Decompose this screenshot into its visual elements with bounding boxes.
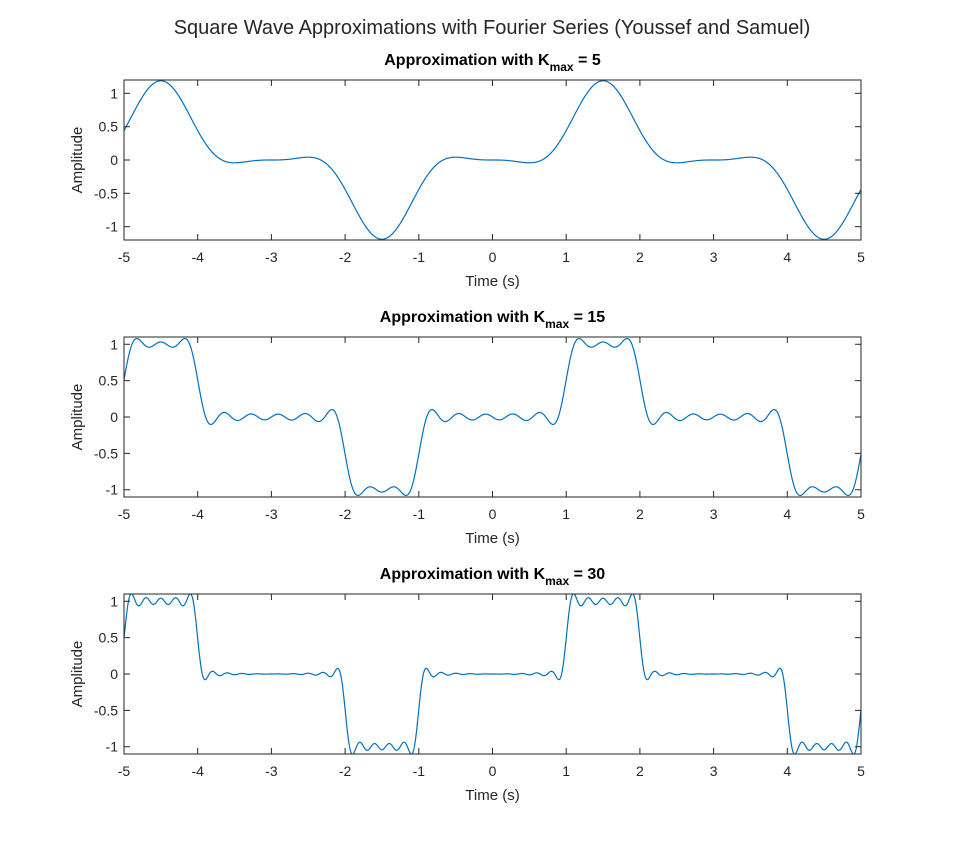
x-tick-label: -3 (265, 506, 278, 522)
x-axis-label: Time (s) (465, 530, 519, 547)
series-line (124, 337, 861, 497)
y-axis-label: Amplitude (69, 127, 86, 194)
x-tick-label: 3 (710, 763, 718, 779)
y-tick-label: -0.5 (94, 445, 118, 461)
subplot-2: -5 -4 -3 -2 -1 0 1 2 3 4 5 -1 -0.5 0 0.5 1 Approximation… (69, 309, 865, 547)
x-tick-label: 4 (783, 763, 791, 779)
x-axis-label: Time (s) (465, 273, 519, 290)
x-tick-label: 2 (636, 763, 644, 779)
x-tick-label: 2 (636, 506, 644, 522)
y-tick-label: 0.5 (99, 119, 119, 135)
y-tick-label: -0.5 (94, 702, 118, 718)
y-tick-label: 0.5 (99, 373, 119, 389)
y-axis-label: Amplitude (69, 384, 86, 451)
x-tick-label: 0 (489, 763, 497, 779)
x-tick-label: 4 (783, 249, 791, 265)
x-tick-label: -4 (191, 763, 204, 779)
x-tick-label: -5 (118, 506, 131, 522)
x-tick-label: 5 (857, 249, 865, 265)
x-tick-label: -1 (413, 249, 426, 265)
y-tick-label: 0.5 (99, 630, 119, 646)
x-tick-label: 1 (562, 506, 570, 522)
x-tick-label: -3 (265, 249, 278, 265)
subplots: -5 -4 -3 -2 -1 0 1 2 3 4 5 -1 -0.5 0 0.5 1 Approximation… (69, 52, 865, 804)
x-tick-label: 0 (489, 506, 497, 522)
y-tick-label: 0 (110, 409, 118, 425)
x-tick-label: 2 (636, 249, 644, 265)
x-tick-label: -1 (413, 763, 426, 779)
x-tick-label: 1 (562, 763, 570, 779)
x-tick-label: -2 (339, 763, 352, 779)
subplot-3: -5 -4 -3 -2 -1 0 1 2 3 4 5 -1 -0.5 0 0.5 1 Approximation… (69, 566, 865, 804)
y-tick-label: 0 (110, 666, 118, 682)
x-tick-label: -5 (118, 249, 131, 265)
x-tick-label: -2 (339, 249, 352, 265)
y-tick-label: 1 (110, 336, 118, 352)
x-tick-label: 5 (857, 763, 865, 779)
x-tick-label: 3 (710, 506, 718, 522)
x-tick-label: -3 (265, 763, 278, 779)
x-tick-label: 5 (857, 506, 865, 522)
y-tick-label: -1 (106, 739, 119, 755)
y-tick-label: 1 (110, 85, 118, 101)
x-tick-label: 0 (489, 249, 497, 265)
subplot-title: Approximation with Kmax = 15 (380, 309, 605, 331)
y-tick-label: -1 (106, 219, 119, 235)
x-tick-label: -2 (339, 506, 352, 522)
x-tick-label: 3 (710, 249, 718, 265)
y-tick-label: -0.5 (94, 185, 118, 201)
x-tick-label: -4 (191, 249, 204, 265)
x-tick-label: 1 (562, 249, 570, 265)
subplot-1: -5 -4 -3 -2 -1 0 1 2 3 4 5 -1 -0.5 0 0.5 1 Approximation… (69, 52, 865, 290)
series-line (124, 80, 861, 240)
y-axis-label: Amplitude (69, 641, 86, 708)
x-tick-label: -5 (118, 763, 131, 779)
y-tick-label: -1 (106, 482, 119, 498)
x-tick-label: 4 (783, 506, 791, 522)
x-tick-label: -4 (191, 506, 204, 522)
x-axis-label: Time (s) (465, 787, 519, 804)
x-tick-label: -1 (413, 506, 426, 522)
y-tick-label: 0 (110, 152, 118, 168)
y-tick-label: 1 (110, 593, 118, 609)
figure-title: Square Wave Approximations with Fourier … (174, 17, 811, 39)
subplot-title: Approximation with Kmax = 5 (384, 52, 601, 74)
series-line (124, 594, 861, 754)
subplot-title: Approximation with Kmax = 30 (380, 566, 605, 588)
